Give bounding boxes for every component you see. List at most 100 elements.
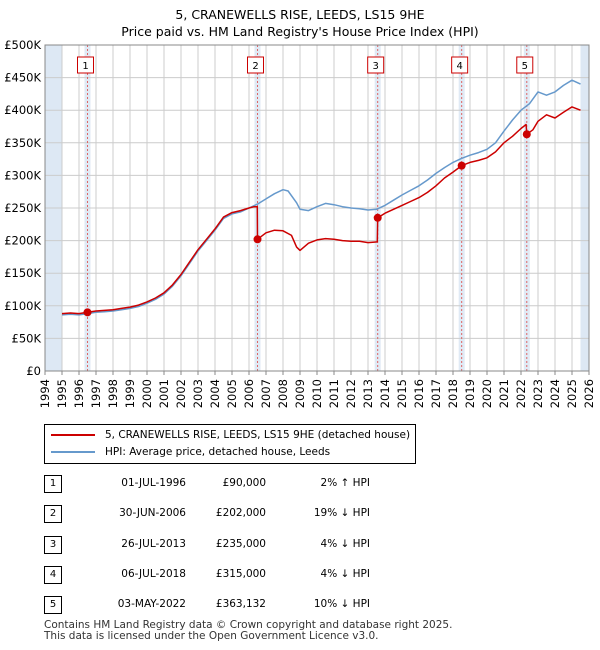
x-tick-label: 1997 [89,379,103,408]
sale-price: £315,000 [215,568,266,580]
table-row: 5 03-MAY-2022 £363,132 10% ↓ HPI [0,596,600,614]
y-tick-label: £350K [4,136,41,150]
y-tick-label: £100K [4,299,41,313]
table-row: 3 26-JUL-2013 £235,000 4% ↓ HPI [0,536,600,554]
sale-hpi-diff: 19% ↓ HPI [313,507,370,519]
sale-date: 30-JUN-2006 [119,507,186,519]
x-tick-label: 2019 [463,379,477,408]
x-tick-label: 2017 [429,379,443,408]
legend-label-hpi: HPI: Average price, detached house, Leed… [105,446,331,458]
x-tick-label: 2004 [208,379,222,408]
x-tick-label: 2007 [259,379,273,408]
x-tick-label: 2009 [293,379,307,408]
x-tick-label: 2025 [565,379,579,408]
legend-swatch-property [51,434,95,436]
sale-date: 01-JUL-1996 [121,477,186,489]
sale-price: £363,132 [215,598,266,610]
sale-price: £202,000 [215,507,266,519]
x-tick-label: 2022 [514,379,528,408]
sale-date: 06-JUL-2018 [121,568,186,580]
sale-date: 03-MAY-2022 [117,598,186,610]
y-tick-label: £300K [4,168,41,182]
property-line [61,106,581,315]
sale-hpi-diff: 10% ↓ HPI [313,598,370,610]
x-tick-label: 2023 [531,379,545,408]
legend-label-property: 5, CRANEWELLS RISE, LEEDS, LS15 9HE (det… [105,429,411,441]
y-tick-label: £450K [4,71,41,85]
sale-point [457,161,466,170]
sale-number-badge: 3 [44,536,62,554]
sale-hpi-diff: 2% ↑ HPI [320,477,370,489]
sale-marker-number: 2 [252,61,258,72]
x-tick-label: 2013 [361,379,375,408]
x-tick-label: 2026 [582,379,596,408]
sale-hpi-diff: 4% ↓ HPI [320,568,370,580]
sale-marker-box [77,56,94,74]
gridlines [44,44,590,372]
sale-number-badge: 4 [44,566,62,584]
property-series [61,106,581,315]
x-tick-label: 1999 [123,379,137,408]
sale-point [253,235,262,244]
sale-marker-box [367,56,385,74]
footer: Contains HM Land Registry data © Crown c… [44,620,452,642]
sale-point [522,130,531,139]
footer-copyright: Contains HM Land Registry data © Crown c… [44,619,453,631]
x-tick-label: 2024 [548,379,562,408]
x-tick-label: 1994 [38,379,52,408]
table-row: 2 30-JUN-2006 £202,000 19% ↓ HPI [0,505,600,523]
x-tick-label: 2021 [497,379,511,408]
y-tick-label: £50K [12,331,42,345]
x-tick-label: 2006 [242,379,256,408]
table-row: 1 01-JUL-1996 £90,000 2% ↑ HPI [0,475,600,493]
sale-marker-labels: 1 2 3 4 5 [77,56,534,74]
x-tick-label: 1998 [106,379,120,408]
x-tick-label: 2011 [327,379,341,408]
sale-price: £235,000 [215,538,266,550]
x-tick-label: 2005 [225,379,239,408]
x-tick-label: 2016 [412,379,426,408]
sale-price: £90,000 [222,477,266,489]
x-axis-ticks: 1994 1995 1996 1997 1998 1999 2000 2001 2002 2003… [38,371,596,408]
sale-marker-number: 3 [373,61,379,72]
sale-point [373,213,382,222]
y-tick-label: £150K [4,266,41,280]
sale-points [83,130,531,317]
footer-license: This data is licensed under the Open Gov… [44,630,379,642]
sale-marker-number: 1 [82,61,88,72]
chart: 1 2 3 4 5 £0 £50K £100K £150K £200K £250K £300K £35… [4,38,596,408]
sale-marker-box [516,56,534,74]
chart-title-line: 5, CRANEWELLS RISE, LEEDS, LS15 9HE [175,7,425,22]
sale-number-badge: 1 [44,475,62,493]
legend-swatch-hpi [51,451,95,453]
y-axis-ticks: £0 £50K £100K £150K £200K £250K £300K £350K £400… [4,38,41,378]
x-tick-label: 2012 [344,379,358,408]
x-tick-label: 2008 [276,379,290,408]
x-tick-label: 2002 [174,379,188,408]
x-tick-label: 2015 [395,379,409,408]
chart-title: 5, CRANEWELLS RISE, LEEDS, LS15 9HE Pric… [0,6,600,40]
x-tick-label: 1995 [55,379,69,408]
chart-subtitle: Price paid vs. HM Land Registry's House … [121,24,479,39]
sale-marker-box [247,56,264,74]
sale-date: 26-JUL-2013 [121,538,186,550]
sale-point [83,308,92,317]
y-tick-label: £400K [4,103,41,117]
y-tick-label: £200K [4,234,41,248]
x-tick-label: 2003 [191,379,205,408]
sale-marker-box [451,56,469,74]
hpi-series [61,79,581,316]
sale-marker-number: 4 [456,61,462,72]
x-tick-label: 2001 [157,379,171,408]
sale-number-badge: 2 [44,505,62,523]
y-tick-label: £250K [4,201,41,215]
sale-number-badge: 5 [44,596,62,614]
x-tick-label: 2014 [378,379,392,408]
x-tick-label: 2000 [140,379,154,408]
legend: 5, CRANEWELLS RISE, LEEDS, LS15 9HE (det… [44,424,416,464]
hpi-line [61,79,581,316]
sale-marker-number: 5 [522,61,528,72]
table-row: 4 06-JUL-2018 £315,000 4% ↓ HPI [0,566,600,584]
y-tick-label: £0 [26,364,41,378]
x-tick-label: 1996 [72,379,86,408]
